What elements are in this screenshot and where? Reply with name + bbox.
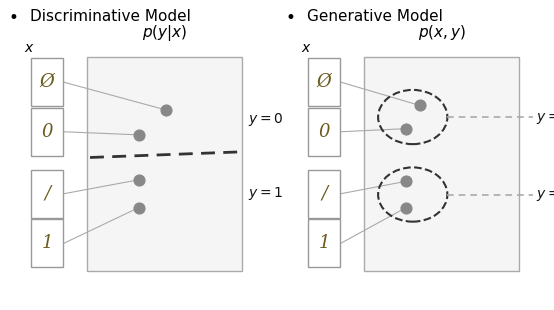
Bar	[365, 57, 520, 271]
Bar	[308, 170, 340, 218]
Text: Ø: Ø	[317, 73, 331, 91]
Bar	[31, 170, 63, 218]
Text: •: •	[285, 9, 295, 27]
Bar	[308, 108, 340, 156]
Point	[134, 205, 143, 210]
Text: 0: 0	[42, 123, 53, 141]
Bar	[31, 58, 63, 106]
Text: •: •	[8, 9, 18, 27]
Text: Discriminative Model: Discriminative Model	[30, 9, 191, 24]
Bar	[31, 108, 63, 156]
Point	[134, 132, 143, 137]
Point	[401, 126, 410, 131]
Bar	[308, 58, 340, 106]
Text: /: /	[321, 185, 327, 203]
Bar	[31, 219, 63, 267]
Text: 1: 1	[319, 234, 330, 252]
Text: $p(y|x)$: $p(y|x)$	[142, 23, 188, 42]
Text: $y = 0$: $y = 0$	[248, 111, 283, 128]
Text: $y = 0$: $y = 0$	[536, 108, 554, 126]
Text: $y = 1$: $y = 1$	[536, 186, 554, 203]
Text: 0: 0	[319, 123, 330, 141]
Text: Ø: Ø	[40, 73, 54, 91]
Text: Generative Model: Generative Model	[307, 9, 443, 24]
Point	[401, 205, 410, 210]
Point	[416, 103, 424, 108]
Text: $x$: $x$	[23, 41, 34, 55]
Point	[401, 179, 410, 184]
Bar	[308, 219, 340, 267]
Point	[134, 177, 143, 182]
Text: $y = 1$: $y = 1$	[248, 185, 283, 202]
Text: $p(x, y)$: $p(x, y)$	[418, 23, 466, 42]
Text: 1: 1	[42, 234, 53, 252]
Text: /: /	[44, 185, 50, 203]
Point	[162, 108, 171, 113]
Text: $x$: $x$	[301, 41, 311, 55]
Bar	[88, 57, 243, 271]
